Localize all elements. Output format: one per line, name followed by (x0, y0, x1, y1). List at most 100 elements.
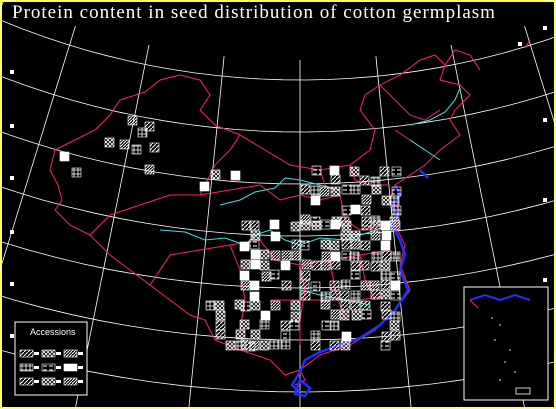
accession-cell (280, 339, 291, 350)
accession-cell (390, 290, 401, 301)
accession-cell (215, 329, 226, 340)
accession-cell (361, 194, 372, 205)
accession-cell (351, 310, 362, 321)
frame-ticks (10, 26, 547, 338)
accession-cell (380, 260, 391, 271)
accession-cell (259, 340, 270, 351)
accession-cell (291, 239, 302, 250)
accession-cell (290, 311, 301, 322)
accession-cell (280, 330, 291, 341)
accession-cell (330, 251, 341, 262)
accession-cell (250, 230, 261, 241)
accession-cell (360, 205, 371, 216)
accession-cell (380, 270, 391, 281)
accession-cell (350, 261, 361, 272)
accession-cell (250, 329, 261, 340)
accession-cell (144, 121, 155, 132)
accession-cell (119, 139, 130, 150)
legend-swatch-marker (56, 352, 61, 355)
accession-cell (259, 319, 270, 330)
accession-cell (340, 300, 351, 311)
accession-cell (390, 251, 401, 262)
accession-cell (311, 260, 322, 271)
accession-cell (291, 250, 302, 261)
accession-cell (391, 166, 402, 177)
legend-swatch-marker (34, 352, 39, 355)
accession-cell (225, 340, 236, 351)
legend-swatch-dash (41, 363, 56, 372)
accession-cell (299, 240, 310, 251)
accession-cell (269, 219, 280, 230)
accession-cell (329, 165, 340, 176)
accession-cell (359, 175, 370, 186)
legend-swatch-marker (78, 352, 83, 355)
accession-cell (234, 299, 245, 310)
accession-cell (290, 221, 301, 232)
accession-cell (260, 310, 271, 321)
accession-cell (235, 340, 246, 351)
accession-cell (389, 216, 400, 227)
accession-cell (245, 341, 256, 352)
legend-swatch-marker (34, 366, 39, 369)
legend-swatch-solid (63, 363, 78, 372)
accession-cell (321, 320, 332, 331)
accession-cell (350, 290, 361, 301)
legend-swatch-marker (78, 380, 83, 383)
accession-cell (380, 220, 391, 231)
accession-cell (340, 340, 351, 351)
accession-cell (250, 259, 261, 270)
accession-cell (340, 230, 351, 241)
accession-cell (341, 331, 352, 342)
legend-swatch-marker (56, 380, 61, 383)
legend-swatch-marker (56, 366, 61, 369)
accession-cell (381, 331, 392, 342)
accession-cell (350, 184, 361, 195)
accession-cell (215, 320, 226, 331)
accession-cell (380, 240, 391, 251)
accession-cells (59, 115, 402, 352)
accession-cell (391, 186, 402, 197)
accession-cell (361, 309, 372, 320)
accession-cell (320, 239, 331, 250)
accession-cell (281, 280, 292, 291)
accession-cell (127, 115, 138, 126)
south-china-sea-inset (463, 286, 549, 401)
accession-cell (381, 195, 392, 206)
accession-cell (269, 269, 280, 280)
accession-cell (381, 230, 392, 241)
accession-cell (71, 167, 82, 178)
accession-cell (340, 279, 351, 290)
accession-cell (329, 280, 340, 291)
accession-cell (289, 320, 300, 331)
legend-swatch-dense-hatch (63, 377, 78, 386)
accession-cell (370, 261, 381, 272)
accession-cell (330, 186, 341, 197)
accession-cell (320, 219, 331, 230)
accession-cell (360, 240, 371, 251)
legend-swatch-grid (19, 363, 34, 372)
accession-cell (104, 137, 115, 148)
accession-cell (249, 291, 260, 302)
accession-cell (310, 185, 321, 196)
accession-cell (370, 230, 381, 241)
accession-cell (149, 142, 160, 153)
accession-cell (370, 289, 381, 300)
accession-cell (137, 127, 148, 138)
accession-cell (331, 216, 342, 227)
accession-cell (199, 181, 210, 192)
accession-cell (371, 251, 382, 262)
accession-cell (310, 195, 321, 206)
accession-cell (249, 220, 260, 231)
accession-cell (349, 251, 360, 262)
accession-cell (341, 239, 352, 250)
accession-cell (240, 259, 251, 270)
accession-cell (390, 311, 401, 322)
accession-cell (370, 176, 381, 187)
accession-cell (250, 249, 261, 260)
accession-cell (369, 280, 380, 291)
accession-cell (381, 309, 392, 320)
accession-cell (349, 166, 360, 177)
accession-cell (380, 340, 391, 351)
accession-cell (339, 290, 350, 301)
